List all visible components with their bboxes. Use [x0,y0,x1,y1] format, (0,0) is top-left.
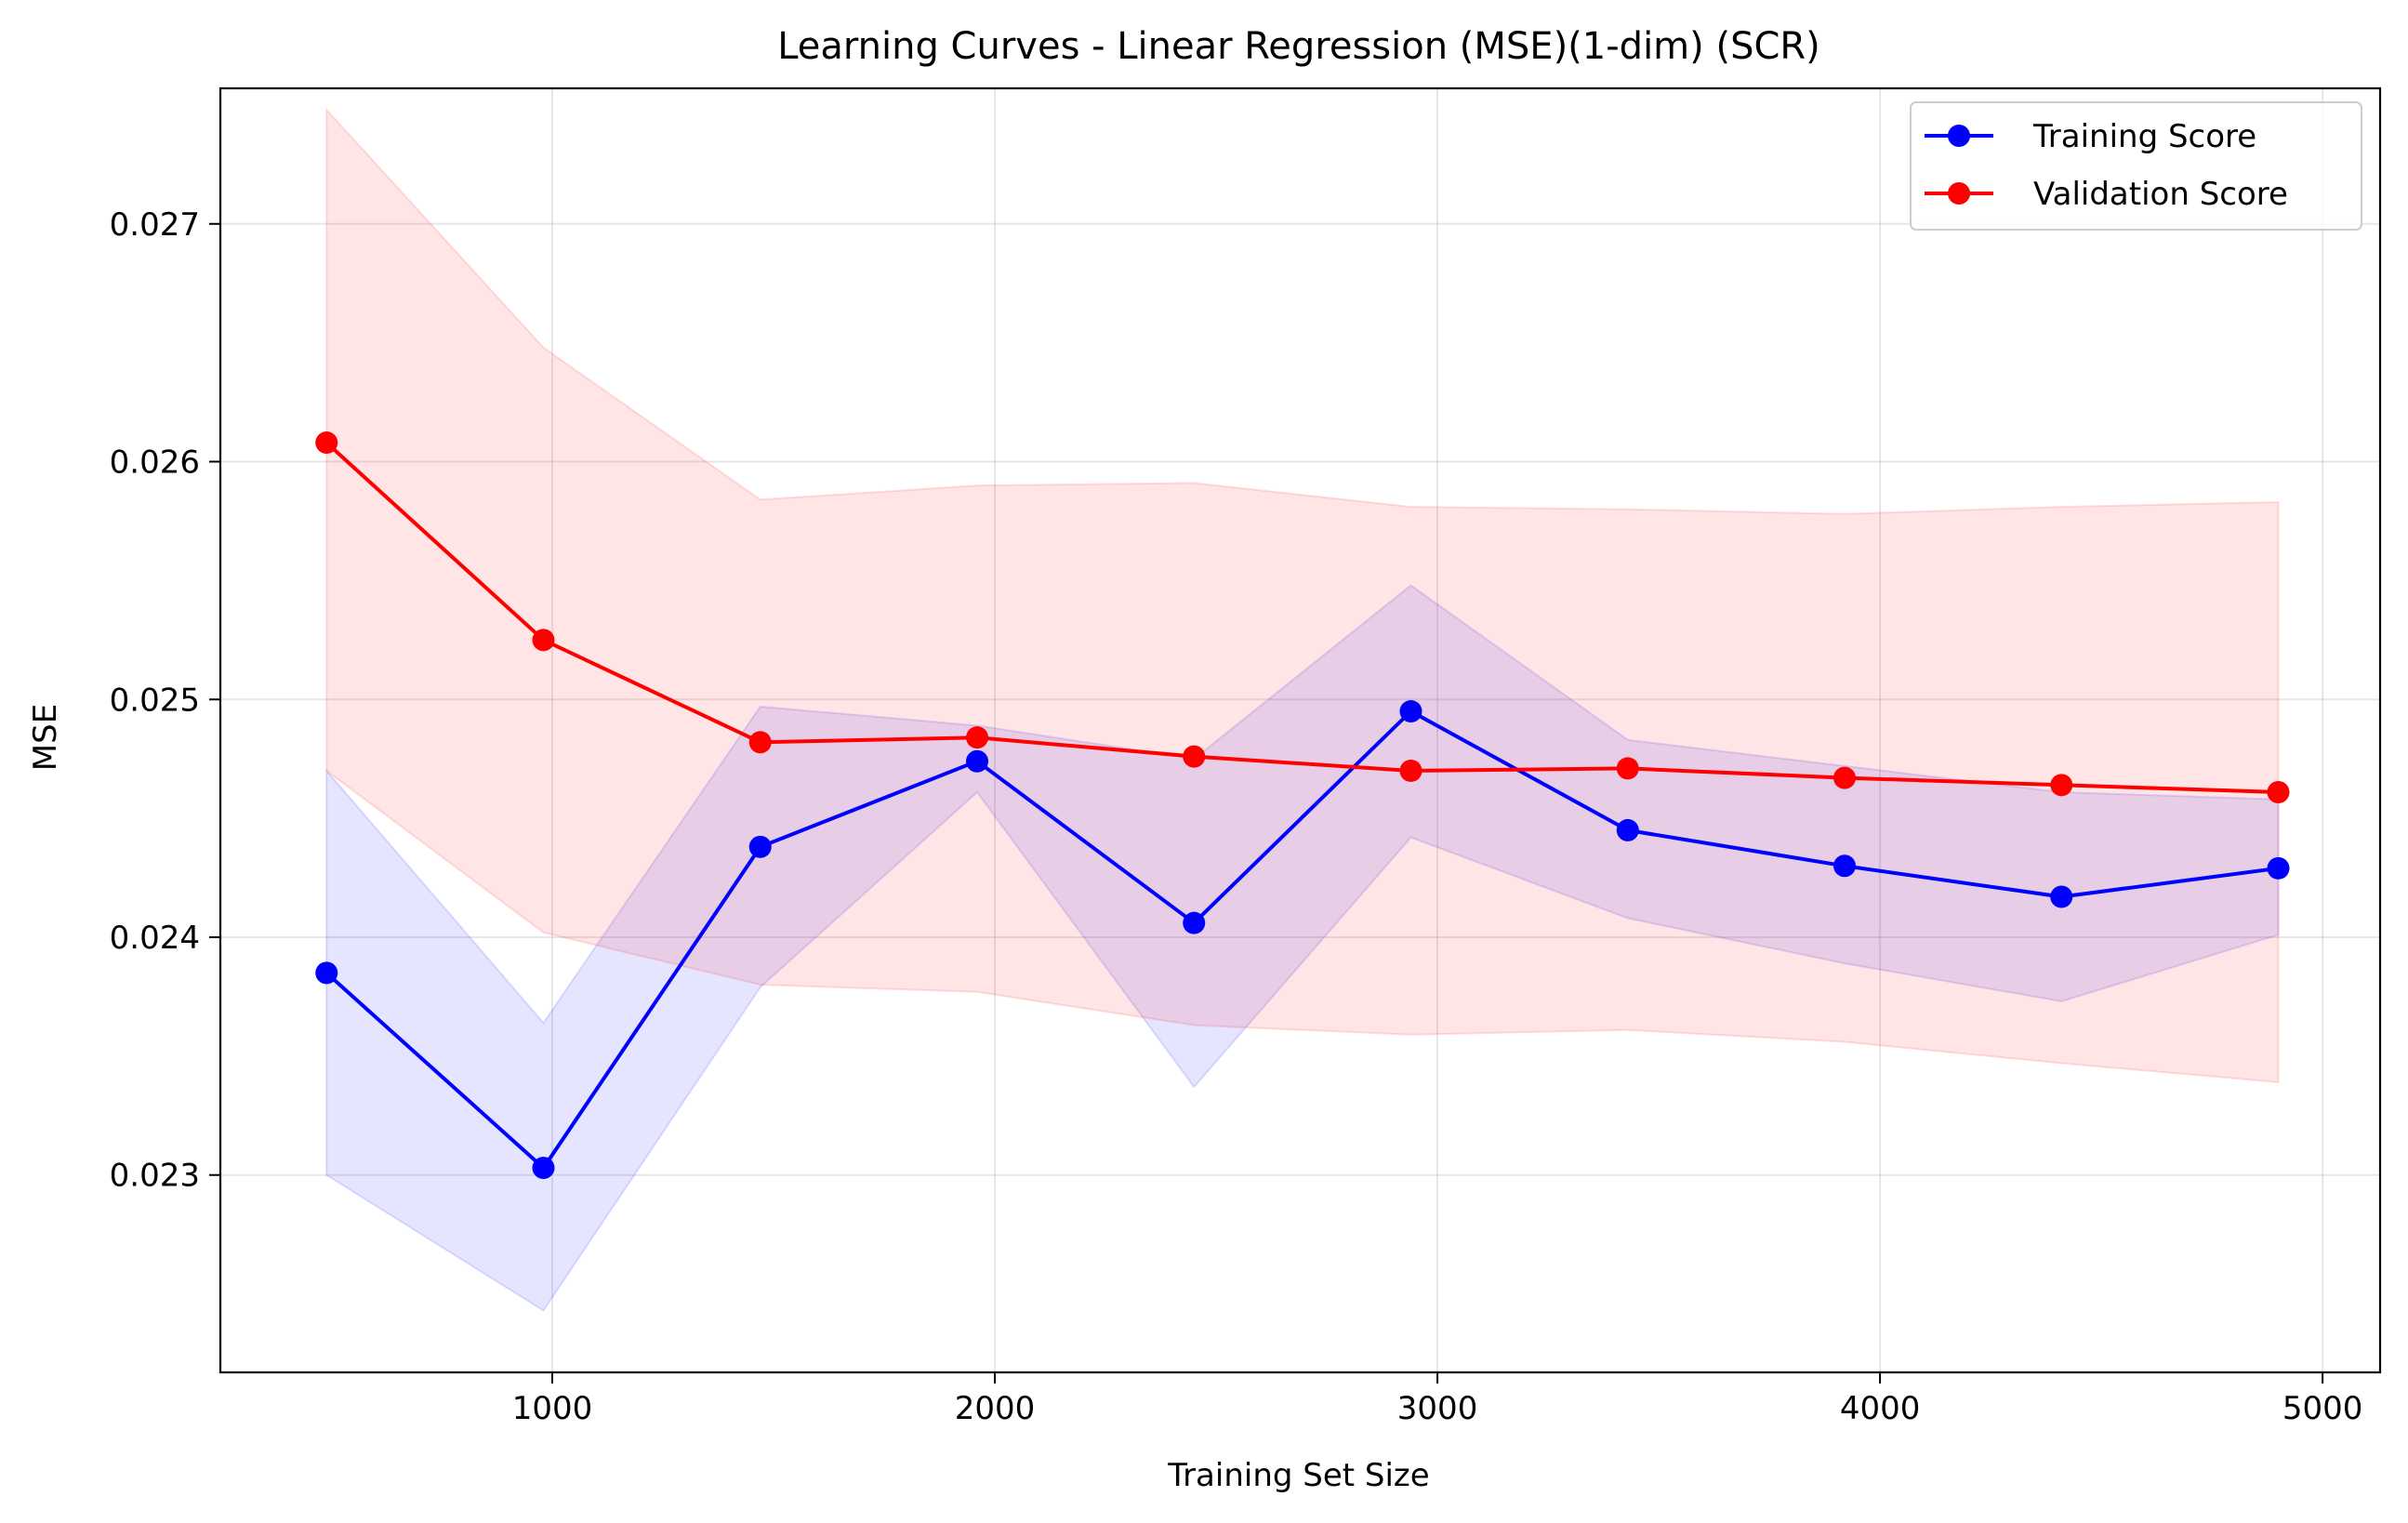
validation-score-line [324,441,2279,794]
y-tick-label: 0.024 [110,920,200,957]
training-score-point [532,1157,555,1180]
y-axis-label: MSE [27,704,64,771]
validation-score-point [748,731,772,754]
y-tick-label: 0.027 [110,206,200,244]
validation-score-point [1833,766,1857,789]
training-score-point [1833,854,1857,878]
series-points [315,431,2290,1180]
validation-score-point [315,431,338,455]
training-score-point [2050,885,2073,908]
validation-score-point [966,726,989,749]
validation-score-point [1616,757,1639,780]
y-tick-label: 0.023 [110,1158,200,1195]
validation-score-point [1399,759,1422,782]
x-tick-label: 5000 [2282,1390,2363,1427]
series-lines [324,441,2279,1171]
x-tick-label: 4000 [1840,1390,1921,1427]
legend-label-training: Training Score [2032,118,2256,155]
validation-std-band [325,107,2280,1084]
confidence-bands [325,107,2280,1312]
training-score-point [966,749,989,773]
training-score-line [324,709,2279,1171]
legend-label-validation: Validation Score [2033,176,2288,213]
validation-score-point [2267,780,2290,803]
training-score-point [315,961,338,985]
training-score-point [1616,818,1639,841]
plot-frame [218,86,2382,1374]
x-axis-label: Training Set Size [1167,1457,1429,1494]
training-std-band [325,584,2280,1312]
y-tick-label: 0.026 [110,444,200,482]
training-score-point [1399,700,1422,723]
legend-marker-training [1948,125,1970,147]
x-tick-label: 1000 [512,1390,593,1427]
legend-box [1910,101,2362,231]
chart-title: Learning Curves - Linear Regression (MSE… [777,25,1820,68]
x-tick-label: 2000 [955,1390,1036,1427]
validation-score-point [532,629,555,652]
legend: Training Score Validation Score [1910,101,2362,231]
validation-score-point [1183,745,1206,768]
axis-ticks: 1000 2000 3000 4000 5000 0.023 0.024 0.025 0.026… [110,206,2363,1427]
legend-marker-validation [1948,182,1970,205]
y-tick-label: 0.025 [110,682,200,719]
training-score-point [1183,911,1206,934]
training-score-point [748,835,772,858]
validation-score-point [2050,774,2073,797]
x-tick-label: 3000 [1397,1390,1478,1427]
training-score-point [2267,856,2290,880]
